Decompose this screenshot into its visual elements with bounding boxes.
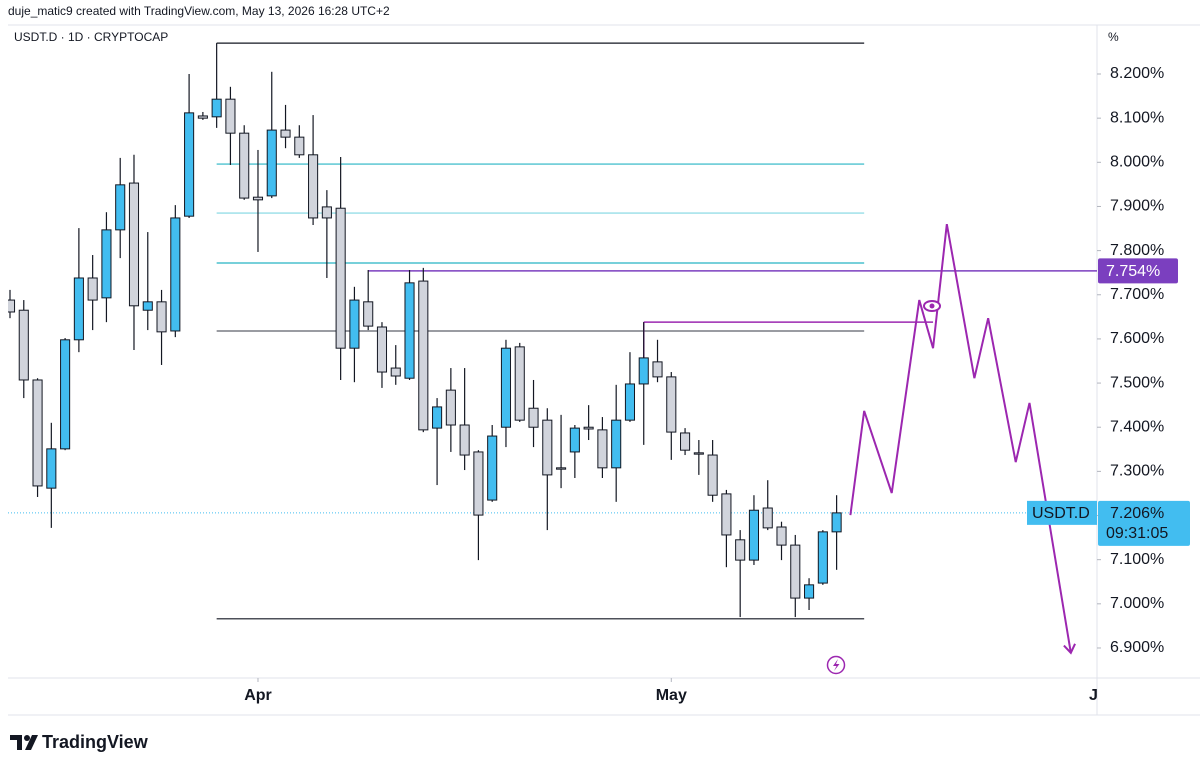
projection-arrow bbox=[1063, 643, 1076, 655]
y-tick-label: 7.300% bbox=[1110, 463, 1164, 480]
candle-body bbox=[693, 452, 704, 455]
candle-body bbox=[321, 206, 332, 219]
y-tick-label: 7.100% bbox=[1110, 551, 1164, 568]
candle-body bbox=[46, 448, 57, 489]
candle-body bbox=[280, 129, 291, 138]
candle-body bbox=[349, 299, 360, 349]
candle-body bbox=[184, 112, 195, 217]
candle-body bbox=[817, 531, 828, 584]
candle-body bbox=[748, 509, 760, 561]
unit-label: % bbox=[1108, 30, 1119, 44]
y-tick-label: 7.500% bbox=[1110, 374, 1164, 391]
candle-body bbox=[500, 347, 512, 428]
y-tick-label: 7.800% bbox=[1110, 242, 1164, 259]
plot-area bbox=[8, 42, 1097, 655]
alert-label: 7.754% bbox=[1106, 263, 1160, 280]
candle-body bbox=[156, 301, 167, 333]
candle-body bbox=[721, 493, 732, 536]
candle-body bbox=[735, 539, 746, 561]
credit: duje_matic9 created with TradingView.com… bbox=[8, 4, 390, 18]
candle-body bbox=[528, 407, 539, 428]
candle-body bbox=[680, 432, 691, 451]
candle-body bbox=[432, 406, 443, 429]
candle-body bbox=[308, 154, 319, 219]
x-tick-label: Apr bbox=[244, 687, 272, 704]
candle-body bbox=[363, 301, 374, 327]
candle-body bbox=[266, 129, 277, 197]
candle-body bbox=[404, 282, 415, 379]
candle-body bbox=[101, 229, 112, 299]
candle-body bbox=[459, 424, 470, 456]
candle-body bbox=[583, 426, 594, 430]
candle-body bbox=[804, 584, 815, 599]
y-tick-label: 7.600% bbox=[1110, 330, 1164, 347]
y-tick-label: 8.200% bbox=[1110, 65, 1164, 82]
brand-logo bbox=[10, 735, 38, 750]
y-tick-label: 7.400% bbox=[1110, 418, 1164, 435]
candle-body bbox=[542, 419, 553, 476]
candle-body bbox=[597, 429, 608, 469]
candle-body bbox=[32, 379, 43, 487]
candle-body bbox=[569, 427, 580, 453]
countdown-label: 09:31:05 bbox=[1106, 525, 1168, 542]
y-tick-label: 6.900% bbox=[1110, 639, 1164, 656]
candle-body bbox=[611, 419, 622, 469]
candle-body bbox=[73, 277, 84, 341]
candle-body bbox=[790, 544, 801, 599]
candle-body bbox=[170, 217, 181, 332]
y-tick-label: 7.900% bbox=[1110, 198, 1164, 215]
candle-body bbox=[390, 367, 401, 377]
candle-body bbox=[8, 299, 16, 313]
candle-body bbox=[418, 280, 429, 431]
candle-body bbox=[225, 98, 236, 134]
projection-path bbox=[849, 223, 1072, 653]
candle-body bbox=[652, 361, 663, 378]
candle-body bbox=[445, 389, 456, 426]
candle-body bbox=[666, 376, 677, 433]
candle-body bbox=[142, 301, 153, 311]
candle-body bbox=[128, 182, 140, 307]
lightning-icon[interactable] bbox=[826, 655, 846, 675]
y-tick-label: 7.000% bbox=[1110, 595, 1164, 612]
candle-body bbox=[556, 467, 567, 470]
candle-body bbox=[487, 435, 498, 501]
candle-body bbox=[87, 277, 98, 301]
candle-body bbox=[376, 326, 388, 373]
candle-body bbox=[239, 132, 250, 199]
candle-body bbox=[473, 451, 484, 516]
candle-body bbox=[762, 507, 773, 529]
eye-icon bbox=[923, 300, 941, 312]
candle-body bbox=[60, 339, 71, 450]
x-tick-label: May bbox=[656, 687, 687, 704]
symbol-label: USDT.D bbox=[1032, 505, 1090, 522]
candle-body bbox=[776, 526, 787, 546]
x-tick-label: Ju bbox=[1089, 687, 1108, 704]
brand-name: TradingView bbox=[42, 732, 149, 752]
symbol-label-box bbox=[1027, 500, 1097, 525]
candle-body bbox=[197, 115, 208, 119]
candle-body bbox=[211, 98, 222, 118]
last-price-box bbox=[1098, 500, 1190, 546]
y-tick-label: 8.100% bbox=[1110, 109, 1164, 126]
y-tick-label: 8.000% bbox=[1110, 154, 1164, 171]
time-axis: Apr May Ju bbox=[244, 678, 1108, 704]
y-tick-label: 7.700% bbox=[1110, 286, 1164, 303]
candle-body bbox=[707, 454, 718, 496]
price-axis: 6.900%7.000%7.100%7.200%7.300%7.400%7.50… bbox=[1097, 65, 1190, 656]
candle-body bbox=[18, 309, 29, 381]
candle-body bbox=[831, 512, 842, 533]
candle-body bbox=[624, 383, 636, 421]
candle-body bbox=[294, 136, 305, 156]
candle-body bbox=[115, 184, 126, 231]
alert-label-box bbox=[1098, 258, 1178, 284]
candle-body bbox=[335, 207, 346, 349]
candle-body bbox=[638, 357, 649, 385]
candle-body bbox=[252, 196, 264, 201]
chart-title: USDT.D · 1D · CRYPTOCAP bbox=[14, 30, 168, 44]
candle-body bbox=[514, 346, 525, 421]
last-price-label: 7.206% bbox=[1110, 505, 1164, 522]
